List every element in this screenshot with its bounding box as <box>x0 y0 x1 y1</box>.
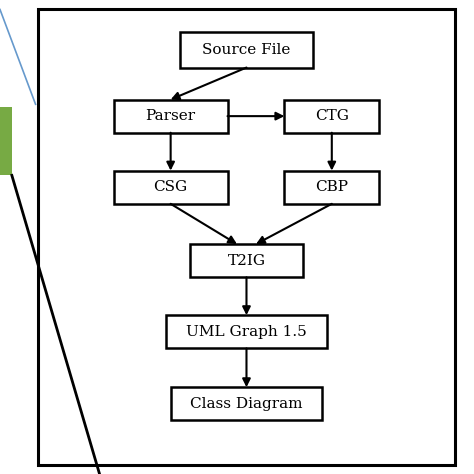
Bar <box>284 171 379 204</box>
Bar <box>114 100 228 133</box>
Bar <box>0 107 12 175</box>
Bar <box>166 315 327 348</box>
Text: CSG: CSG <box>154 180 188 194</box>
Text: UML Graph 1.5: UML Graph 1.5 <box>186 325 307 339</box>
Text: CTG: CTG <box>315 109 349 123</box>
Text: Class Diagram: Class Diagram <box>190 397 303 411</box>
Text: T2IG: T2IG <box>228 254 265 268</box>
Text: Parser: Parser <box>146 109 196 123</box>
Text: CBP: CBP <box>315 180 348 194</box>
Bar <box>190 244 303 277</box>
Bar <box>284 100 379 133</box>
Bar <box>171 387 322 420</box>
Bar <box>114 171 228 204</box>
Bar <box>38 9 455 465</box>
Bar <box>180 32 313 67</box>
Text: Source File: Source File <box>202 43 291 57</box>
